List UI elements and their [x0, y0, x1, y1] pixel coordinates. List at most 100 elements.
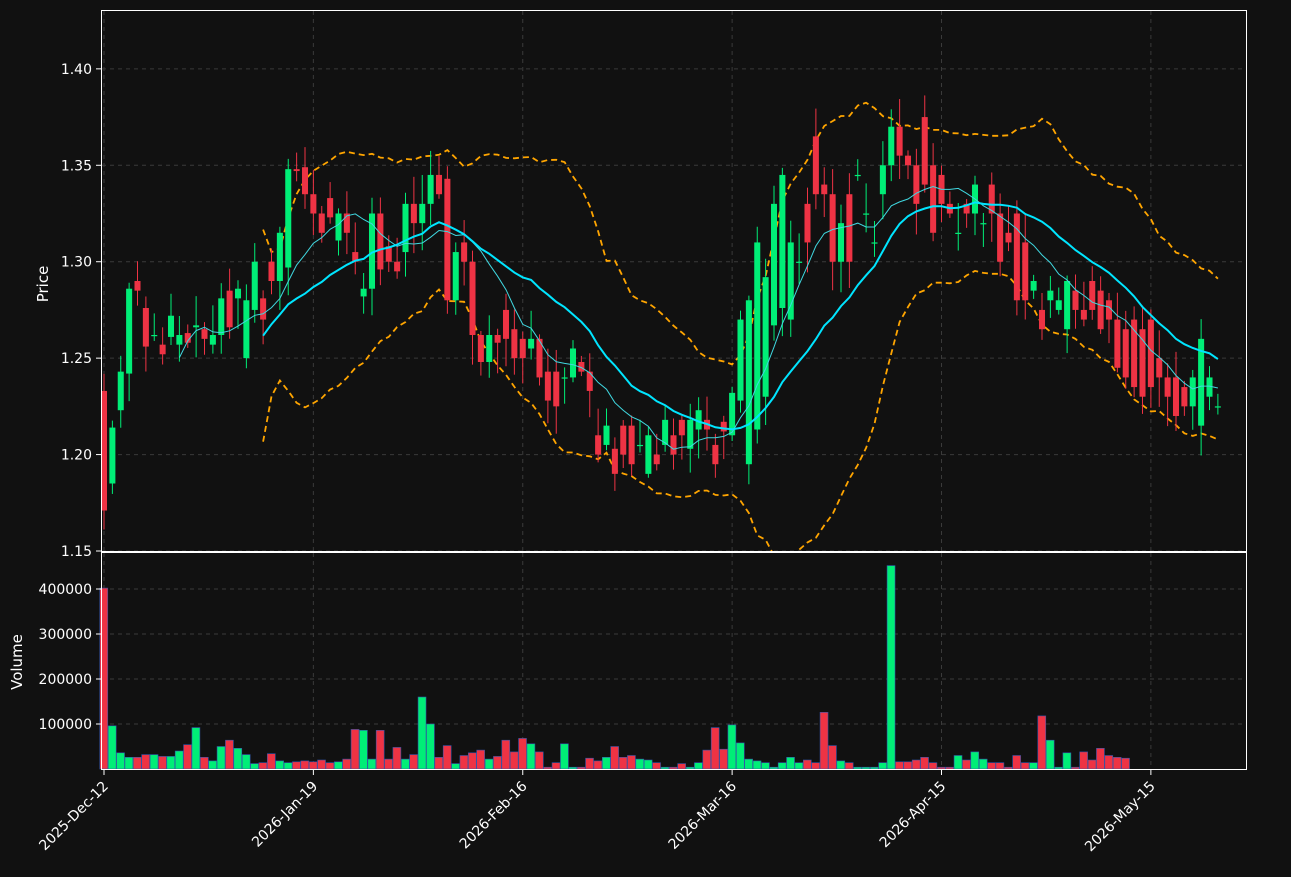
volume-bar: [300, 760, 310, 770]
volume-bar: [978, 758, 988, 770]
volume-bar: [669, 766, 678, 770]
volume-bar: [191, 727, 201, 770]
candle-body: [904, 155, 912, 166]
candle: [896, 99, 903, 179]
candle-body: [1097, 290, 1104, 330]
price-axis-ticks: 1.15 1.20 1.25 1.30 1.35 1.40: [61, 62, 101, 560]
candle-body: [812, 136, 819, 195]
candle-body: [628, 425, 635, 465]
candle: [536, 334, 543, 386]
volume-bar: [1112, 756, 1122, 770]
candle: [787, 220, 794, 337]
candle: [1013, 200, 1020, 316]
volume-bar: [995, 762, 1005, 770]
volume-bar: [359, 729, 368, 770]
candle-body: [1189, 377, 1196, 407]
volume-bar: [744, 758, 753, 770]
candle-body: [720, 421, 727, 432]
candle: [770, 185, 778, 341]
volume-bars: [99, 565, 1130, 770]
volume-bar: [652, 762, 661, 770]
candle-body: [687, 419, 694, 449]
candle: [1147, 309, 1154, 408]
candle-body: [1131, 319, 1138, 388]
candle: [762, 258, 769, 426]
candle-body: [102, 390, 108, 511]
candle: [971, 175, 979, 236]
volume-bar: [794, 762, 804, 770]
volume-bar: [1071, 766, 1080, 770]
moving-averages: [178, 185, 1219, 450]
candle-body: [209, 335, 216, 345]
volume-bar: [317, 759, 326, 770]
candle-body: [427, 174, 434, 204]
candle: [385, 235, 392, 272]
candle-body: [410, 203, 417, 224]
volume-bar: [702, 749, 712, 770]
candle-body: [1181, 387, 1188, 407]
candle: [102, 373, 108, 530]
candle-body: [419, 203, 426, 224]
candle-body: [243, 300, 250, 359]
volume-bar: [1012, 755, 1021, 770]
candle: [879, 141, 886, 220]
volume-bar: [828, 745, 837, 770]
candle: [1189, 369, 1196, 430]
candle-body: [444, 178, 451, 301]
candle-body: [888, 126, 895, 166]
candle-body: [1122, 329, 1129, 378]
candle: [1038, 292, 1046, 340]
price-axis-label: Price: [34, 266, 52, 303]
volume-bar: [426, 723, 435, 770]
volume-bar: [350, 729, 360, 770]
volume-bar: [375, 729, 385, 770]
volume-bar: [141, 754, 150, 770]
candle-body: [821, 184, 828, 195]
candle: [553, 349, 560, 434]
volume-tick-label: 400000: [39, 582, 92, 598]
candle-body: [117, 371, 124, 411]
volume-bar: [233, 747, 243, 770]
volume-bar: [409, 754, 418, 770]
volume-bar: [627, 755, 636, 770]
candle-body: [678, 419, 685, 436]
candle: [134, 261, 141, 306]
date-tick-label: 2026-Jan-19: [249, 779, 321, 851]
candle-body: [276, 232, 283, 281]
volume-bar: [610, 746, 619, 770]
candle-body: [1105, 300, 1113, 320]
volume-bar: [962, 759, 971, 770]
candle: [695, 397, 702, 459]
x-axis-ticks: 2025-Dec-12 2026-Jan-19 2026-Feb-16 2026-Ma…: [36, 770, 1159, 855]
volume-bar: [1054, 766, 1063, 770]
candle-body: [528, 338, 535, 349]
price-tick-label: 1.35: [61, 158, 92, 174]
candle: [1089, 266, 1096, 320]
candle: [1156, 330, 1163, 407]
candle: [636, 419, 644, 453]
candle: [687, 403, 694, 473]
candle-body: [620, 425, 627, 455]
candle-body: [234, 288, 242, 299]
candle-body: [913, 165, 920, 204]
candle-body: [502, 309, 510, 339]
candle: [854, 159, 861, 181]
ma-fast-line: [178, 185, 1219, 450]
candle: [1080, 281, 1087, 327]
volume-bar: [1020, 762, 1030, 770]
candle-body: [762, 277, 769, 397]
candle: [142, 296, 149, 372]
price-tick-label: 1.40: [61, 62, 92, 78]
volume-bar: [677, 763, 686, 770]
candle-body: [921, 117, 928, 185]
candle: [569, 340, 577, 383]
candle: [410, 176, 417, 254]
candle: [335, 208, 342, 256]
candle-body: [829, 194, 836, 262]
volume-bar: [911, 759, 921, 770]
volume-bar: [970, 751, 980, 770]
candle: [243, 284, 250, 369]
candle-body: [1005, 232, 1012, 243]
candle-body: [754, 242, 761, 430]
candle: [528, 310, 535, 360]
